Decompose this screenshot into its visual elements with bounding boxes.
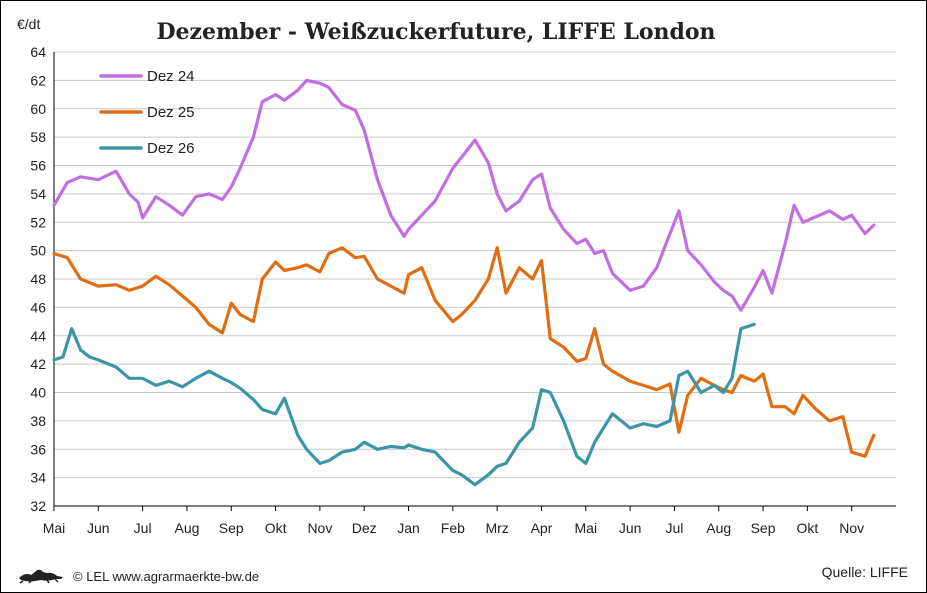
y-tick-label: 50	[30, 243, 46, 259]
x-tick-label: Nov	[839, 520, 864, 536]
lion-emblem-icon	[19, 569, 63, 584]
y-tick-label: 62	[30, 72, 46, 88]
x-tick-label: Okt	[796, 520, 818, 536]
copyright-text: © LEL www.agrarmaerkte-bw.de	[73, 569, 260, 584]
x-tick-label: Nov	[307, 520, 332, 536]
y-tick-label: 44	[30, 328, 46, 344]
y-tick-label: 60	[30, 101, 46, 117]
legend-label-dez-24: Dez 24	[147, 68, 195, 85]
x-tick-label: Aug	[174, 520, 199, 536]
y-tick-label: 38	[30, 413, 46, 429]
x-tick-label: Sep	[751, 520, 776, 536]
legend: Dez 24 Dez 25 Dez 26	[99, 68, 195, 157]
y-tick-label: 34	[30, 470, 46, 486]
x-tick-label: Mai	[575, 520, 598, 536]
series-line-dez-26	[52, 322, 756, 487]
legend-label-dez-25: Dez 25	[147, 104, 195, 121]
y-tick-label: 32	[30, 498, 46, 514]
x-tick-label: Okt	[265, 520, 287, 536]
x-tick-label: Jun	[87, 520, 110, 536]
x-tick-label: Sep	[219, 520, 244, 536]
source-text: Quelle: LIFFE	[821, 564, 908, 580]
y-tick-label: 56	[30, 158, 46, 174]
legend-label-dez-26: Dez 26	[147, 140, 195, 157]
y-tick-label: 42	[30, 356, 46, 372]
x-tick-label: Jul	[134, 520, 152, 536]
x-tick-label: Jul	[665, 520, 683, 536]
y-tick-label: 36	[30, 441, 46, 457]
x-tick-label: Mrz	[485, 520, 508, 536]
x-tick-label: Jan	[397, 520, 420, 536]
y-tick-label: 48	[30, 271, 46, 287]
y-tick-label: 52	[30, 214, 46, 230]
gridlines	[54, 51, 896, 507]
x-tick-label: Feb	[441, 520, 465, 536]
y-tick-label: 54	[30, 186, 46, 202]
x-tick-label: Dez	[352, 520, 377, 536]
chart-title: Dezember - Weißzuckerfuture, LIFFE Londo…	[156, 19, 715, 45]
y-tick-label: 46	[30, 299, 46, 315]
y-axis-ticks: 32 34 36 38 40 42 44 46 48 50 52 54 56 58 60 62 64	[30, 44, 46, 514]
x-axis-ticks: Mai Jun Jul Aug Sep Okt Nov Dez Jan Feb Mrz Apr Mai J…	[43, 506, 864, 536]
x-tick-label: Aug	[706, 520, 731, 536]
series-layer	[52, 78, 876, 487]
y-tick-label: 40	[30, 385, 46, 401]
x-tick-label: Jun	[619, 520, 642, 536]
series-line-dez-25	[52, 246, 876, 458]
y-axis-label: €/dt	[17, 16, 40, 32]
series-line-dez-24	[52, 78, 876, 312]
x-tick-label: Mai	[43, 520, 66, 536]
y-tick-label: 58	[30, 129, 46, 145]
y-tick-label: 64	[30, 44, 46, 60]
x-tick-label: Apr	[531, 520, 553, 536]
